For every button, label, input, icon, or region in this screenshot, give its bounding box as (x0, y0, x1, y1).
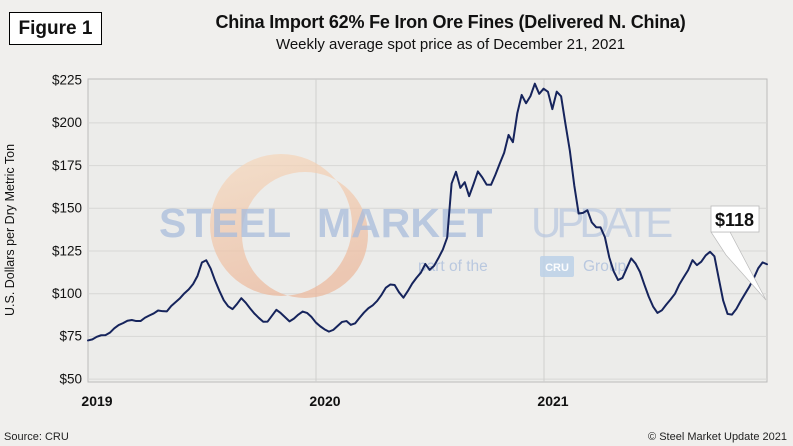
svg-text:STEEL: STEEL (159, 200, 291, 246)
svg-text:$175: $175 (52, 158, 82, 173)
svg-text:U.S. Dollars per Dry Metric To: U.S. Dollars per Dry Metric Ton (3, 144, 17, 316)
svg-text:$150: $150 (52, 201, 82, 216)
svg-text:$100: $100 (52, 286, 82, 301)
svg-text:MARKET: MARKET (317, 200, 492, 246)
svg-text:2019: 2019 (81, 393, 112, 409)
svg-text:CRU: CRU (545, 262, 569, 274)
svg-text:$200: $200 (52, 115, 82, 130)
svg-text:Group: Group (583, 258, 626, 275)
svg-text:$50: $50 (59, 371, 82, 386)
svg-text:$75: $75 (59, 329, 82, 344)
svg-text:2021: 2021 (537, 393, 568, 409)
svg-text:2020: 2020 (309, 393, 340, 409)
svg-text:$125: $125 (52, 243, 82, 258)
svg-text:UPDATE: UPDATE (531, 199, 672, 246)
svg-text:$118: $118 (715, 210, 754, 230)
svg-text:$225: $225 (52, 73, 82, 88)
